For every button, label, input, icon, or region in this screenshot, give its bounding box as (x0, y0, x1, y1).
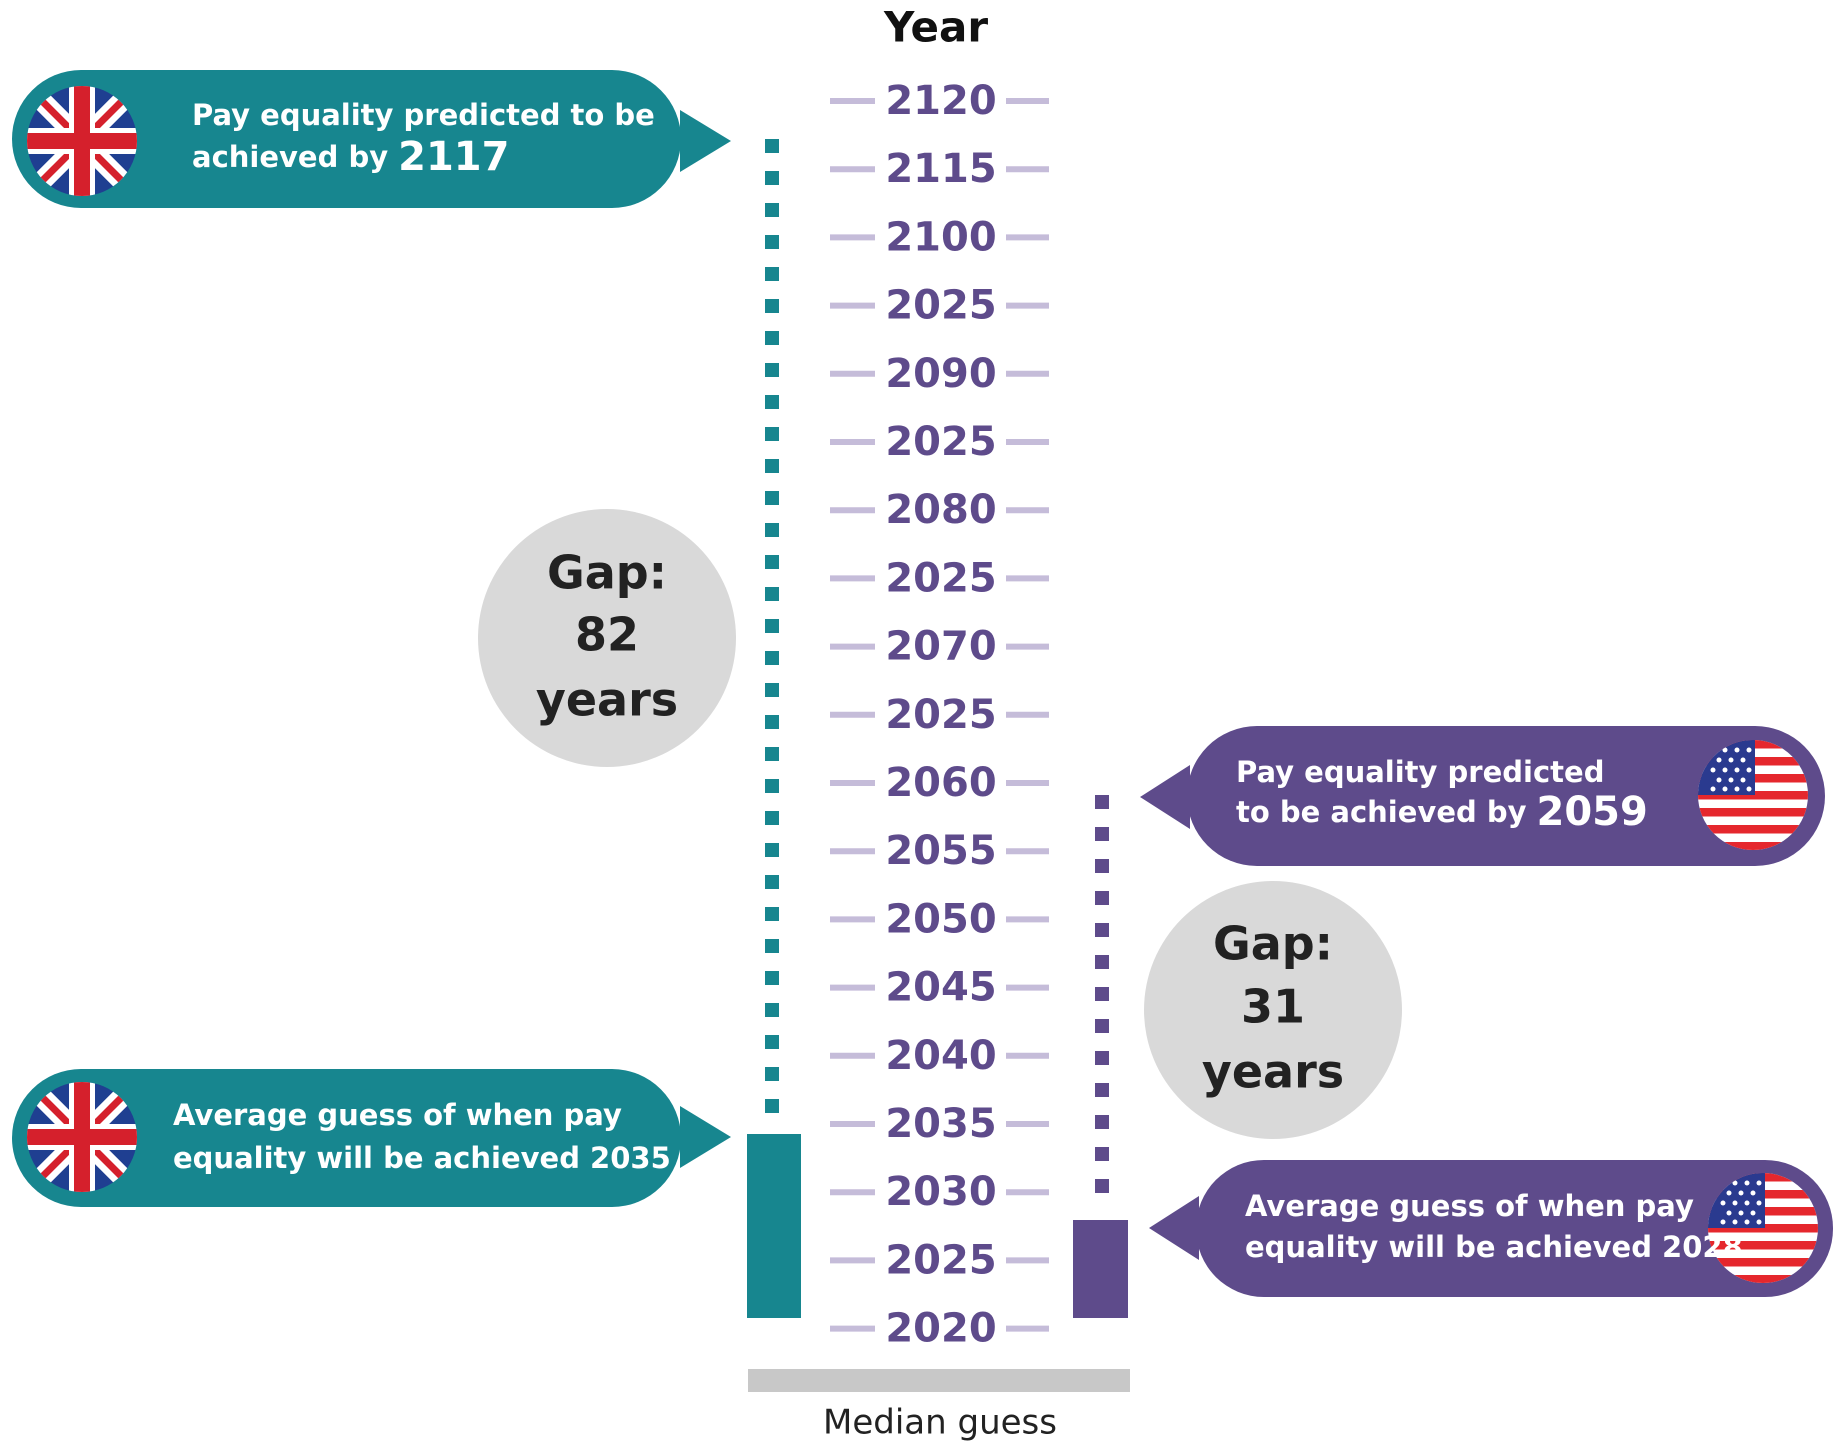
us-gap: Gap: 31 years (1144, 881, 1402, 1139)
dot (765, 523, 779, 537)
dot (1095, 827, 1109, 841)
dot (765, 299, 779, 313)
dot (765, 843, 779, 857)
gap-number: 82 (575, 608, 639, 662)
axis-label: 2100 (885, 214, 996, 260)
axis-label: 2070 (885, 624, 996, 670)
dot (1095, 955, 1109, 969)
dot (765, 1003, 779, 1017)
dot (1095, 1051, 1109, 1065)
dot (765, 491, 779, 505)
axis-label: 2025 (885, 419, 996, 465)
uk-predicted-callout: Pay equality predicted to be achieved by… (12, 70, 731, 208)
callout-year: 2117 (398, 134, 509, 180)
axis-label: 2020 (885, 1306, 996, 1352)
dot (765, 1099, 779, 1113)
dot (765, 1035, 779, 1049)
axis-label: 2120 (885, 78, 996, 124)
footer: Median guess (823, 1403, 1057, 1443)
us-predicted-callout: Pay equality predicted to be achieved by… (1140, 726, 1825, 866)
uk-bar (747, 1134, 801, 1318)
axis-label: 2025 (885, 283, 996, 329)
dot (1095, 1019, 1109, 1033)
baseline (748, 1369, 1130, 1392)
dot (1095, 923, 1109, 937)
dot (765, 587, 779, 601)
dot (765, 683, 779, 697)
dot (765, 907, 779, 921)
dot (1095, 795, 1109, 809)
axis-label: 2080 (885, 487, 996, 533)
dot (765, 971, 779, 985)
dot (1095, 1083, 1109, 1097)
axis-label: 2055 (885, 828, 996, 874)
axis-label: 2090 (885, 351, 996, 397)
dot (1095, 859, 1109, 873)
callout-text: to be achieved by (1236, 795, 1527, 829)
uk-dotted-line (765, 139, 779, 1113)
dot (765, 267, 779, 281)
dot (1095, 987, 1109, 1001)
uk-gap: Gap: 82 years (478, 509, 736, 767)
callout-text: equality will be achieved 2035 (173, 1141, 671, 1175)
gap-number: 31 (1241, 980, 1305, 1034)
dot (765, 715, 779, 729)
callout-text: equality will be achieved 2028 (1245, 1230, 1743, 1264)
axis-label: 2045 (885, 965, 996, 1011)
dot (765, 395, 779, 409)
callout-text: Pay equality predicted to be (192, 98, 655, 132)
callout-text: Pay equality predicted (1236, 755, 1604, 789)
axis-label: 2040 (885, 1033, 996, 1079)
dot (765, 1067, 779, 1081)
callout-text: achieved by (192, 140, 388, 174)
dot (765, 651, 779, 665)
callout-text: Average guess of when pay (1245, 1189, 1694, 1223)
dot (765, 459, 779, 473)
dot (1095, 1115, 1109, 1129)
us-guess-callout: Average guess of when pay equality will … (1149, 1160, 1833, 1297)
axis-label: 2050 (885, 896, 996, 942)
gap-label: Gap: (547, 546, 667, 600)
callout-year: 2059 (1537, 789, 1648, 835)
dot (765, 363, 779, 377)
axis-title: Year (883, 3, 988, 52)
dot (765, 555, 779, 569)
dot (765, 747, 779, 761)
axis-label: 2035 (885, 1101, 996, 1147)
dot (765, 811, 779, 825)
dot (765, 171, 779, 185)
axis-label: 2025 (885, 692, 996, 738)
axis-label: 2115 (885, 146, 996, 192)
us-bar (1073, 1220, 1128, 1318)
dot (765, 203, 779, 217)
axis-label: 2030 (885, 1169, 996, 1215)
axis-label: 2025 (885, 555, 996, 601)
dot (765, 619, 779, 633)
axis-label: 2025 (885, 1237, 996, 1283)
dot (765, 875, 779, 889)
dot (765, 939, 779, 953)
gap-label: Gap: (1213, 917, 1333, 971)
gap-unit: years (1202, 1045, 1344, 1099)
dot (765, 331, 779, 345)
dot (765, 427, 779, 441)
us-dotted-line (1095, 795, 1109, 1193)
dot (1095, 891, 1109, 905)
axis-label: 2060 (885, 760, 996, 806)
dot (1095, 1147, 1109, 1161)
gap-unit: years (536, 673, 678, 727)
dot (1095, 1179, 1109, 1193)
dot (765, 779, 779, 793)
callout-text: Average guess of when pay (173, 1098, 622, 1132)
dot (765, 139, 779, 153)
dot (765, 235, 779, 249)
axis: 2120 2115 2100 2025 2090 2025 2080 2025 2070 2025… (830, 78, 1049, 1352)
uk-guess-callout: Average guess of when pay equality will … (12, 1069, 731, 1207)
